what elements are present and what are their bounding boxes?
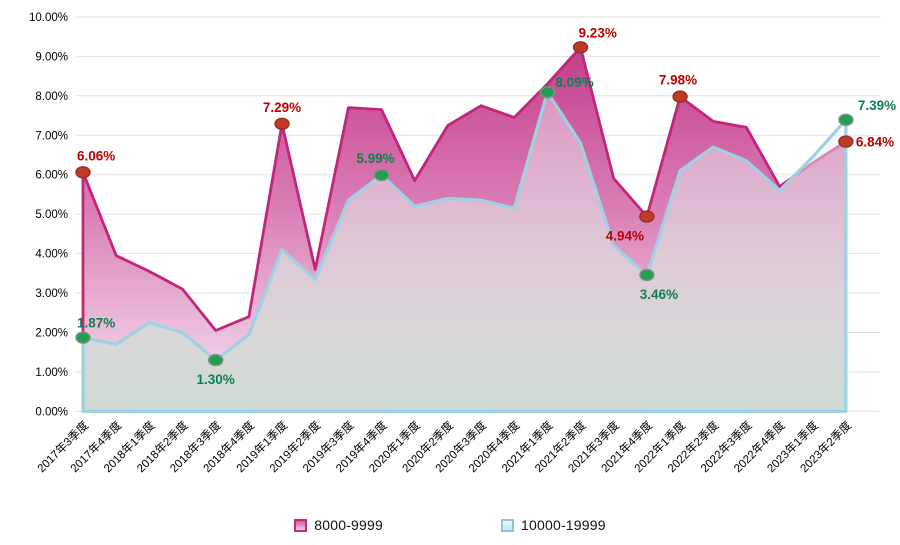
data-point-label: 8.09% bbox=[555, 75, 593, 90]
data-point-10000-19999[interactable] bbox=[373, 168, 390, 182]
data-point-label: 7.29% bbox=[263, 100, 301, 115]
y-axis-tick-label: 10.00% bbox=[29, 12, 68, 24]
y-axis-tick-label: 3.00% bbox=[35, 288, 68, 300]
data-point-label: 7.98% bbox=[659, 73, 697, 88]
data-point-label: 5.99% bbox=[356, 151, 394, 166]
y-axis-tick-label: 0.00% bbox=[35, 406, 68, 418]
legend-swatch-pink-icon bbox=[294, 518, 308, 532]
data-point-label: 6.84% bbox=[856, 135, 894, 150]
data-point-10000-19999[interactable] bbox=[838, 113, 854, 127]
y-axis-tick-label: 5.00% bbox=[35, 209, 68, 221]
y-axis-tick-label: 2.00% bbox=[35, 328, 68, 340]
data-point-8000-9999[interactable] bbox=[672, 90, 688, 103]
data-point-10000-19999[interactable] bbox=[639, 268, 655, 282]
data-point-8000-9999[interactable] bbox=[75, 166, 91, 179]
data-point-8000-9999[interactable] bbox=[274, 117, 290, 131]
data-point-10000-19999[interactable] bbox=[207, 353, 224, 367]
data-point-8000-9999[interactable] bbox=[639, 210, 655, 223]
data-point-8000-9999[interactable] bbox=[572, 41, 589, 54]
legend-swatch-blue-icon bbox=[501, 518, 515, 532]
data-point-label: 7.39% bbox=[858, 98, 896, 113]
y-axis-tick-label: 7.00% bbox=[35, 130, 68, 142]
data-point-8000-9999[interactable] bbox=[838, 135, 854, 148]
area-chart: 0.00% 1.00% 2.00% 3.00% 4.00% 5.00% 6.00% 7.00%… bbox=[29, 12, 896, 475]
data-point-label: 1.87% bbox=[77, 316, 115, 331]
y-axis-tick-label: 4.00% bbox=[35, 249, 68, 261]
data-point-label: 1.30% bbox=[197, 372, 235, 387]
data-point-label: 6.06% bbox=[77, 148, 115, 163]
y-axis-tick-label: 8.00% bbox=[35, 91, 68, 103]
legend-item-10000-19999[interactable]: 10000-19999 bbox=[501, 517, 606, 533]
series-area-10000-19999 bbox=[81, 90, 848, 413]
data-point-label: 4.94% bbox=[606, 229, 644, 244]
data-point-label: 3.46% bbox=[640, 287, 678, 302]
y-axis-tick-label: 9.00% bbox=[35, 51, 68, 63]
data-point-10000-19999[interactable] bbox=[75, 331, 91, 344]
legend-label-10000-19999: 10000-19999 bbox=[521, 517, 606, 533]
data-point-10000-19999[interactable] bbox=[539, 86, 556, 99]
y-axis-tick-label: 1.00% bbox=[35, 367, 68, 379]
y-axis-tick-label: 6.00% bbox=[35, 170, 68, 182]
legend-item-8000-9999[interactable]: 8000-9999 bbox=[294, 517, 383, 533]
legend-label-8000-9999: 8000-9999 bbox=[314, 517, 384, 533]
data-point-label: 9.23% bbox=[579, 25, 617, 40]
legend: 8000-9999 10000-19999 bbox=[0, 508, 900, 542]
